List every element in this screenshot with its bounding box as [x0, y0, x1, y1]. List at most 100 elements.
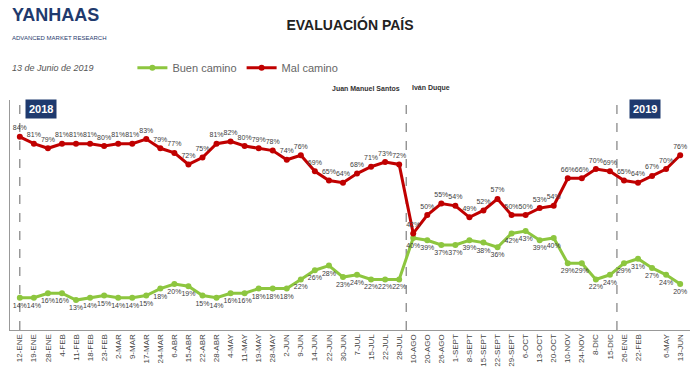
svg-text:10-NOV: 10-NOV [563, 334, 572, 364]
svg-text:28-JUL: 28-JUL [395, 334, 404, 360]
svg-text:16%: 16% [238, 297, 252, 304]
svg-text:75%: 75% [195, 145, 209, 152]
svg-text:70%: 70% [589, 157, 603, 164]
svg-text:64%: 64% [336, 170, 350, 177]
svg-text:57%: 57% [491, 186, 505, 193]
svg-text:18%: 18% [280, 293, 294, 300]
svg-text:4-FEB: 4-FEB [58, 334, 67, 357]
svg-text:54%: 54% [448, 193, 462, 200]
svg-text:64%: 64% [631, 170, 645, 177]
svg-text:17-MAR: 17-MAR [142, 334, 151, 364]
svg-text:2019: 2019 [633, 103, 657, 115]
svg-text:71%: 71% [364, 154, 378, 161]
svg-text:36%: 36% [491, 251, 505, 258]
svg-text:28%: 28% [322, 270, 336, 277]
svg-text:15-ABR: 15-ABR [184, 334, 193, 362]
svg-text:22-ABR: 22-ABR [198, 334, 207, 362]
svg-text:22-JUL: 22-JUL [381, 334, 390, 360]
svg-text:13-JUN: 13-JUN [676, 334, 685, 361]
svg-text:14%: 14% [210, 302, 224, 309]
svg-text:26-ENE: 26-ENE [620, 334, 629, 362]
svg-text:18%: 18% [252, 293, 266, 300]
svg-text:68%: 68% [350, 161, 364, 168]
svg-text:29%: 29% [617, 267, 631, 274]
svg-text:66%: 66% [575, 166, 589, 173]
svg-text:6-MAY: 6-MAY [662, 334, 671, 359]
svg-text:29%: 29% [561, 267, 575, 274]
svg-text:81%: 81% [111, 131, 125, 138]
svg-text:4-MAY: 4-MAY [226, 334, 235, 359]
svg-text:29%: 29% [575, 267, 589, 274]
svg-text:27%: 27% [645, 272, 659, 279]
svg-text:15%: 15% [139, 300, 153, 307]
svg-text:80%: 80% [97, 134, 111, 141]
svg-text:9-JUN: 9-JUN [296, 334, 305, 357]
svg-text:22%: 22% [392, 283, 406, 290]
svg-text:20-AGO: 20-AGO [423, 334, 432, 363]
svg-text:6-ABR: 6-ABR [170, 334, 179, 358]
svg-text:84%: 84% [13, 124, 27, 131]
svg-text:54%: 54% [547, 193, 561, 200]
svg-text:Mal camino: Mal camino [282, 62, 338, 74]
svg-text:8-DIC: 8-DIC [591, 334, 600, 355]
svg-text:14%: 14% [27, 302, 41, 309]
svg-text:76%: 76% [294, 143, 308, 150]
svg-text:49%: 49% [462, 205, 476, 212]
svg-text:40%: 40% [547, 242, 561, 249]
svg-text:37%: 37% [434, 249, 448, 256]
svg-text:65%: 65% [322, 168, 336, 175]
svg-text:24%: 24% [603, 279, 617, 286]
svg-text:29-SEPT: 29-SEPT [507, 334, 516, 367]
svg-text:31%: 31% [631, 263, 645, 270]
svg-text:24%: 24% [350, 279, 364, 286]
svg-text:24-NOV: 24-NOV [577, 334, 586, 364]
svg-text:79%: 79% [153, 136, 167, 143]
svg-text:18%: 18% [266, 293, 280, 300]
svg-text:22-JUN: 22-JUN [325, 334, 334, 361]
svg-text:20-OCT: 20-OCT [549, 334, 558, 363]
svg-text:22-SEPT: 22-SEPT [493, 334, 502, 367]
svg-text:38%: 38% [476, 247, 490, 254]
svg-text:EVALUACIÓN PAÍS: EVALUACIÓN PAÍS [286, 16, 413, 33]
svg-text:23%: 23% [336, 281, 350, 288]
svg-text:79%: 79% [41, 136, 55, 143]
svg-text:11-FEB: 11-FEB [72, 334, 81, 361]
svg-text:40%: 40% [406, 242, 420, 249]
svg-text:69%: 69% [603, 159, 617, 166]
svg-text:2018: 2018 [29, 103, 53, 115]
svg-text:20%: 20% [167, 288, 181, 295]
svg-text:18%: 18% [153, 293, 167, 300]
svg-text:15%: 15% [97, 300, 111, 307]
svg-text:72%: 72% [392, 152, 406, 159]
svg-text:14-JUN: 14-JUN [310, 334, 319, 361]
svg-text:82%: 82% [224, 129, 238, 136]
svg-text:23-FEB: 23-FEB [100, 334, 109, 361]
svg-text:81%: 81% [210, 131, 224, 138]
svg-text:16%: 16% [41, 297, 55, 304]
svg-text:74%: 74% [280, 147, 294, 154]
svg-text:16%: 16% [224, 297, 238, 304]
svg-text:Buen camino: Buen camino [172, 62, 236, 74]
svg-text:9-MAR: 9-MAR [128, 334, 137, 359]
svg-text:26%: 26% [308, 274, 322, 281]
svg-text:81%: 81% [27, 131, 41, 138]
svg-text:37%: 37% [448, 249, 462, 256]
svg-text:12-ENE: 12-ENE [15, 334, 24, 362]
svg-text:14%: 14% [111, 302, 125, 309]
svg-text:72%: 72% [181, 152, 195, 159]
svg-text:50%: 50% [519, 203, 533, 210]
svg-text:77%: 77% [167, 140, 181, 147]
svg-text:28-MAY: 28-MAY [268, 334, 277, 363]
svg-text:15%: 15% [195, 300, 209, 307]
svg-text:81%: 81% [83, 131, 97, 138]
svg-text:76%: 76% [673, 143, 687, 150]
svg-text:73%: 73% [378, 150, 392, 157]
svg-text:22%: 22% [378, 283, 392, 290]
svg-text:66%: 66% [561, 166, 575, 173]
svg-text:69%: 69% [308, 159, 322, 166]
svg-text:70%: 70% [659, 157, 673, 164]
svg-text:78%: 78% [266, 138, 280, 145]
svg-text:22%: 22% [364, 283, 378, 290]
svg-text:2-JUN: 2-JUN [282, 334, 291, 357]
svg-text:83%: 83% [139, 127, 153, 134]
